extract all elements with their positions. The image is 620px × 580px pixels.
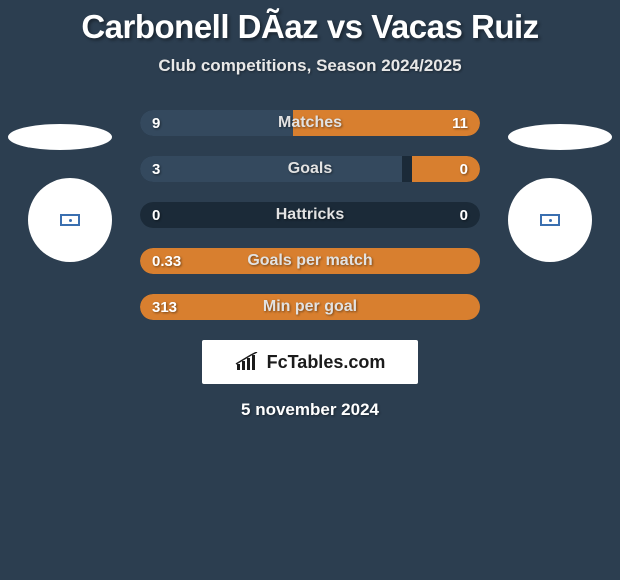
stat-value-right: 0 <box>460 202 468 228</box>
player-left-avatar <box>28 178 112 262</box>
brand-text: FcTables.com <box>267 352 386 373</box>
stat-value-right: 11 <box>452 110 468 136</box>
stat-value-right: 0 <box>460 156 468 182</box>
brand-badge: FcTables.com <box>202 340 418 384</box>
brand-logo-icon <box>235 352 261 372</box>
date-text: 5 november 2024 <box>0 400 620 420</box>
page-title: Carbonell DÃ­az vs Vacas Ruiz <box>0 0 620 46</box>
stat-label: Min per goal <box>140 294 480 320</box>
stat-row: 9Matches11 <box>140 110 480 136</box>
stat-row: 313Min per goal <box>140 294 480 320</box>
stat-label: Matches <box>140 110 480 136</box>
player-right-avatar <box>508 178 592 262</box>
player-left-oval <box>8 124 112 150</box>
stat-row: 0.33Goals per match <box>140 248 480 274</box>
placeholder-image-icon <box>540 214 560 226</box>
stat-row: 3Goals0 <box>140 156 480 182</box>
page-subtitle: Club competitions, Season 2024/2025 <box>0 56 620 76</box>
stat-label: Goals per match <box>140 248 480 274</box>
stat-row: 0Hattricks0 <box>140 202 480 228</box>
stat-label: Hattricks <box>140 202 480 228</box>
placeholder-image-icon <box>60 214 80 226</box>
stats-comparison: 9Matches113Goals00Hattricks00.33Goals pe… <box>140 110 480 320</box>
stat-label: Goals <box>140 156 480 182</box>
player-right-oval <box>508 124 612 150</box>
